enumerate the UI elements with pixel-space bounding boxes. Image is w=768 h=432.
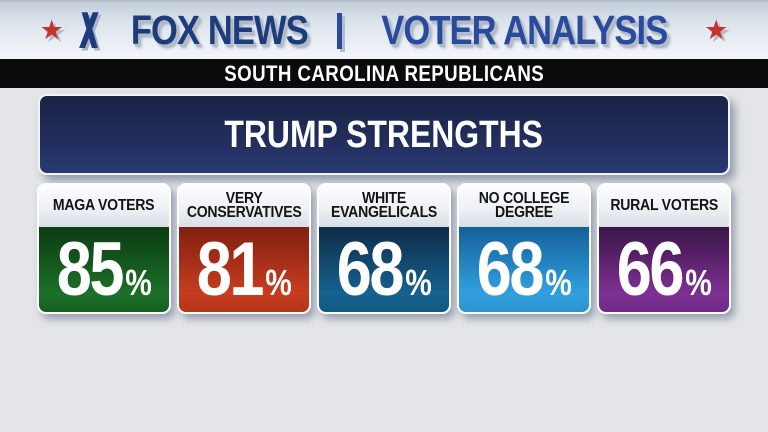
stat-card-unit: % [544, 261, 572, 303]
stat-card-label-box: RURAL VOTERS [599, 185, 729, 227]
stat-card-label-box: WHITE EVANGELICALS [319, 185, 449, 227]
stat-card-label-box: MAGA VOTERS [39, 185, 169, 227]
stat-card-value: 66 [616, 226, 684, 312]
stat-card: WHITE EVANGELICALS 68% [317, 183, 451, 314]
stat-card-unit: % [264, 261, 292, 303]
chart-title: TRUMP STRENGTHS [224, 113, 544, 156]
stat-card: MAGA VOTERS 85% [37, 183, 171, 314]
stat-card-unit: % [684, 261, 712, 303]
stat-card-label-box: VERY CONSERVATIVES [179, 185, 309, 227]
stat-card-label: NO COLLEGE DEGREE [478, 190, 570, 221]
stat-card-label: WHITE EVANGELICALS [330, 190, 438, 221]
stat-card-value: 81 [196, 226, 264, 312]
stat-card-value-wrap: 81% [196, 231, 292, 308]
stat-card-value-box: 66% [599, 227, 729, 312]
main-area: TRUMP STRENGTHS MAGA VOTERS 85% VERY CON… [0, 88, 768, 432]
stat-card-value-box: 68% [319, 227, 449, 312]
stat-card-value-wrap: 68% [476, 231, 572, 308]
stat-card-value-box: 68% [459, 227, 589, 312]
fox-searchlight-logo-icon [78, 11, 102, 51]
stat-card-value-wrap: 68% [336, 231, 432, 308]
stat-card-label: VERY CONSERVATIVES [186, 190, 302, 221]
brand-title: FOX NEWS [130, 7, 309, 53]
stat-card: NO COLLEGE DEGREE 68% [457, 183, 591, 314]
stat-card-value-wrap: 85% [56, 231, 152, 308]
stat-card-unit: % [124, 261, 152, 303]
star-left-icon: ★ [39, 15, 64, 45]
stat-card-label-box: NO COLLEGE DEGREE [459, 185, 589, 227]
stat-card: VERY CONSERVATIVES 81% [177, 183, 311, 314]
star-right-icon: ★ [704, 15, 729, 45]
stat-card-value: 85 [56, 226, 124, 312]
top-banner: ★ FOX NEWS VOTER ANALYSIS ★ [0, 0, 768, 59]
program-title: VOTER ANALYSIS [380, 7, 668, 53]
stat-card-value: 68 [336, 226, 404, 312]
chart-title-box: TRUMP STRENGTHS [38, 94, 730, 175]
subtitle-bar: SOUTH CAROLINA REPUBLICANS [0, 59, 768, 88]
stat-cards: MAGA VOTERS 85% VERY CONSERVATIVES 81% W… [37, 183, 731, 314]
stat-card-label: MAGA VOTERS [53, 197, 155, 214]
stat-card: RURAL VOTERS 66% [597, 183, 731, 314]
stat-card-unit: % [404, 261, 432, 303]
stat-card-value: 68 [476, 226, 544, 312]
divider-bar [336, 12, 342, 49]
stat-card-label: RURAL VOTERS [610, 197, 718, 214]
stat-card-value-box: 81% [179, 227, 309, 312]
stat-card-value-box: 85% [39, 227, 169, 312]
stat-card-value-wrap: 66% [616, 231, 712, 308]
subtitle-text: SOUTH CAROLINA REPUBLICANS [224, 60, 544, 86]
